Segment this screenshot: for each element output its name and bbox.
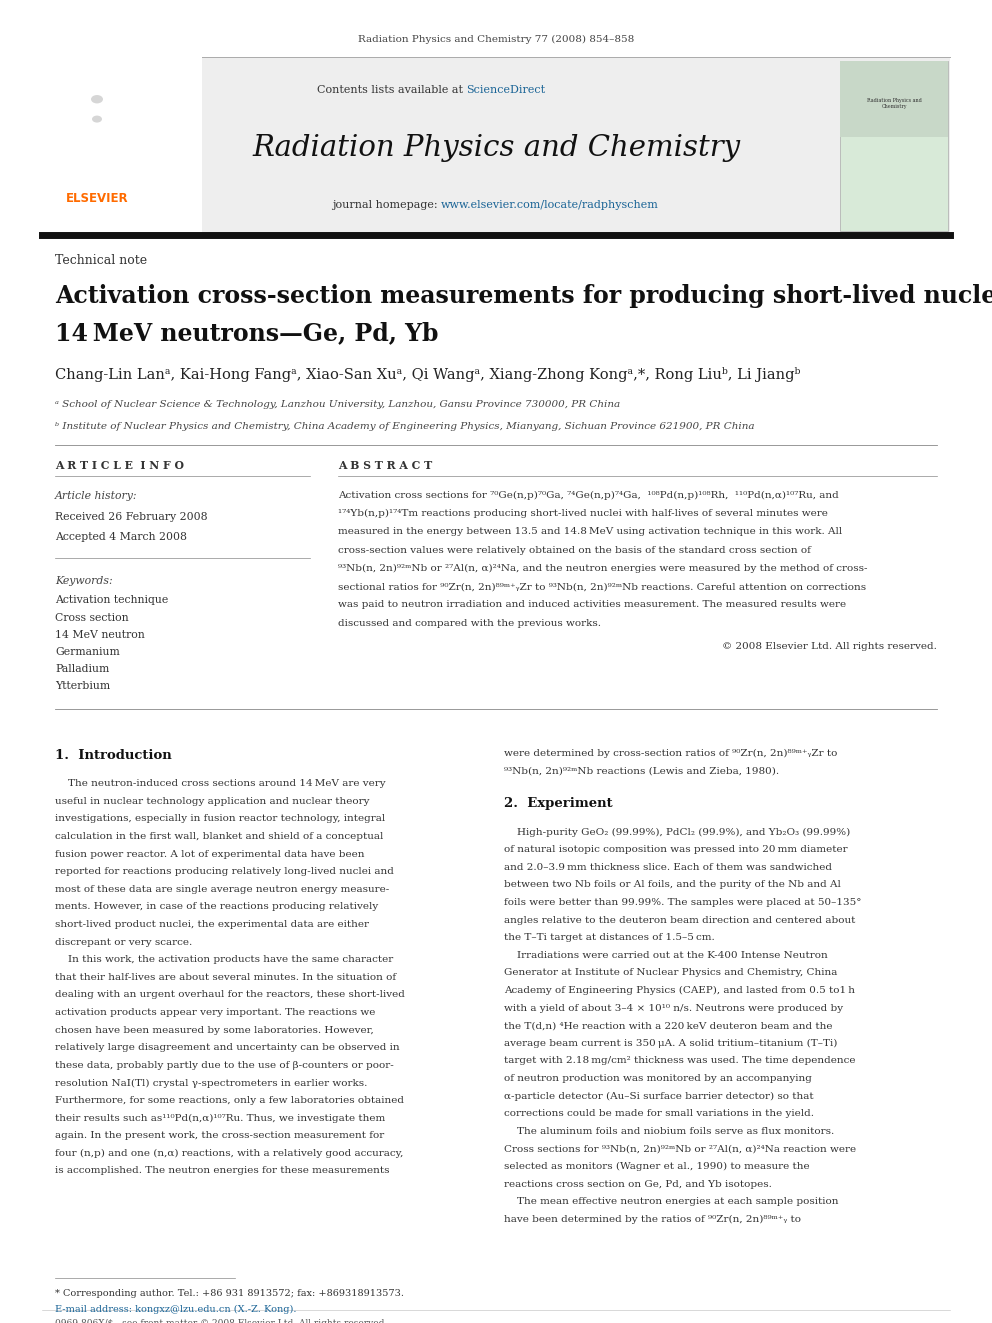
Text: cross-section values were relatively obtained on the basis of the standard cross: cross-section values were relatively obt… <box>337 545 810 554</box>
Text: ments. However, in case of the reactions producing relatively: ments. However, in case of the reactions… <box>55 902 378 912</box>
Text: relatively large disagreement and uncertainty can be observed in: relatively large disagreement and uncert… <box>55 1043 400 1052</box>
Text: have been determined by the ratios of ⁹⁰Zr(n, 2n)⁸⁹ᵐ⁺ᵧ to: have been determined by the ratios of ⁹⁰… <box>504 1215 801 1224</box>
Text: α-particle detector (Au–Si surface barrier detector) so that: α-particle detector (Au–Si surface barri… <box>504 1091 813 1101</box>
Text: High-purity GeO₂ (99.99%), PdCl₂ (99.9%), and Yb₂O₃ (99.99%): High-purity GeO₂ (99.99%), PdCl₂ (99.9%)… <box>504 828 850 836</box>
Text: journal homepage:: journal homepage: <box>332 200 441 210</box>
Text: investigations, especially in fusion reactor technology, integral: investigations, especially in fusion rea… <box>55 815 385 823</box>
Text: 2.  Experiment: 2. Experiment <box>504 798 613 810</box>
Text: 0969-806X/$ - see front matter © 2008 Elsevier Ltd. All rights reserved.: 0969-806X/$ - see front matter © 2008 El… <box>55 1319 387 1323</box>
Text: Contents lists available at: Contents lists available at <box>316 85 466 95</box>
Text: these data, probably partly due to the use of β-counters or poor-: these data, probably partly due to the u… <box>55 1061 394 1070</box>
Text: reported for reactions producing relatively long-lived nuclei and: reported for reactions producing relativ… <box>55 868 394 876</box>
Text: Radiation Physics and Chemistry 77 (2008) 854–858: Radiation Physics and Chemistry 77 (2008… <box>358 36 634 44</box>
Text: The neutron-induced cross sections around 14 MeV are very: The neutron-induced cross sections aroun… <box>55 779 386 789</box>
Text: www.elsevier.com/locate/radphyschem: www.elsevier.com/locate/radphyschem <box>441 200 659 210</box>
Text: between two Nb foils or Al foils, and the purity of the Nb and Al: between two Nb foils or Al foils, and th… <box>504 881 841 889</box>
Text: dealing with an urgent overhaul for the reactors, these short-lived: dealing with an urgent overhaul for the … <box>55 991 405 999</box>
Text: Received 26 February 2008: Received 26 February 2008 <box>55 512 207 523</box>
Text: calculation in the first wall, blanket and shield of a conceptual: calculation in the first wall, blanket a… <box>55 832 383 841</box>
Text: Keywords:: Keywords: <box>55 576 113 586</box>
Text: is accomplished. The neutron energies for these measurements: is accomplished. The neutron energies fo… <box>55 1167 390 1175</box>
Text: reactions cross section on Ge, Pd, and Yb isotopes.: reactions cross section on Ge, Pd, and Y… <box>504 1180 772 1188</box>
Text: Cross sections for ⁹³Nb(n, 2n)⁹²ᵐNb or ²⁷Al(n, α)²⁴Na reaction were: Cross sections for ⁹³Nb(n, 2n)⁹²ᵐNb or ²… <box>504 1144 856 1154</box>
Text: again. In the present work, the cross-section measurement for: again. In the present work, the cross-se… <box>55 1131 384 1140</box>
Bar <box>840 61 948 232</box>
Text: E-mail address: kongxz@lzu.edu.cn (X.-Z. Kong).: E-mail address: kongxz@lzu.edu.cn (X.-Z.… <box>55 1304 297 1314</box>
Bar <box>42 57 950 235</box>
Text: target with 2.18 mg/cm² thickness was used. The time dependence: target with 2.18 mg/cm² thickness was us… <box>504 1056 855 1065</box>
Text: © 2008 Elsevier Ltd. All rights reserved.: © 2008 Elsevier Ltd. All rights reserved… <box>722 642 937 651</box>
Bar <box>42 57 202 235</box>
Text: ScienceDirect: ScienceDirect <box>466 85 546 95</box>
Text: 14 MeV neutron: 14 MeV neutron <box>55 630 145 640</box>
Text: four (n,p) and one (n,α) reactions, with a relatively good accuracy,: four (n,p) and one (n,α) reactions, with… <box>55 1148 404 1158</box>
Text: Generator at Institute of Nuclear Physics and Chemistry, China: Generator at Institute of Nuclear Physic… <box>504 968 837 978</box>
Text: The mean effective neutron energies at each sample position: The mean effective neutron energies at e… <box>504 1197 838 1207</box>
Text: Activation technique: Activation technique <box>55 595 169 606</box>
Text: A B S T R A C T: A B S T R A C T <box>337 460 432 471</box>
Text: average beam current is 350 μA. A solid tritium–titanium (T–Ti): average beam current is 350 μA. A solid … <box>504 1039 837 1048</box>
Text: Accepted 4 March 2008: Accepted 4 March 2008 <box>55 532 187 542</box>
Text: Palladium: Palladium <box>55 664 109 675</box>
Text: discrepant or very scarce.: discrepant or very scarce. <box>55 938 192 947</box>
Text: Academy of Engineering Physics (CAEP), and lasted from 0.5 to1 h: Academy of Engineering Physics (CAEP), a… <box>504 986 855 995</box>
Text: Ytterbium: Ytterbium <box>55 681 110 692</box>
Text: ELSEVIER: ELSEVIER <box>65 192 128 205</box>
Text: Irradiations were carried out at the K-400 Intense Neutron: Irradiations were carried out at the K-4… <box>504 951 827 960</box>
Text: was paid to neutron irradiation and induced activities measurement. The measured: was paid to neutron irradiation and indu… <box>337 601 846 610</box>
Text: discussed and compared with the previous works.: discussed and compared with the previous… <box>337 619 600 627</box>
Text: that their half-lives are about several minutes. In the situation of: that their half-lives are about several … <box>55 972 396 982</box>
Text: corrections could be made for small variations in the yield.: corrections could be made for small vari… <box>504 1109 814 1118</box>
Text: ᵃ School of Nuclear Science & Technology, Lanzhou University, Lanzhou, Gansu Pro: ᵃ School of Nuclear Science & Technology… <box>55 401 620 409</box>
Text: fusion power reactor. A lot of experimental data have been: fusion power reactor. A lot of experimen… <box>55 849 364 859</box>
Text: ⁹³Nb(n, 2n)⁹²ᵐNb reactions (Lewis and Zieba, 1980).: ⁹³Nb(n, 2n)⁹²ᵐNb reactions (Lewis and Zi… <box>504 766 779 775</box>
Bar <box>840 61 948 138</box>
Text: chosen have been measured by some laboratories. However,: chosen have been measured by some labora… <box>55 1025 374 1035</box>
Text: and 2.0–3.9 mm thickness slice. Each of them was sandwiched: and 2.0–3.9 mm thickness slice. Each of … <box>504 863 832 872</box>
Text: their results such as¹¹⁰Pd(n,α)¹⁰⁷Ru. Thus, we investigate them: their results such as¹¹⁰Pd(n,α)¹⁰⁷Ru. Th… <box>55 1114 385 1123</box>
Text: Chang-Lin Lanᵃ, Kai-Hong Fangᵃ, Xiao-San Xuᵃ, Qi Wangᵃ, Xiang-Zhong Kongᵃ,*, Ron: Chang-Lin Lanᵃ, Kai-Hong Fangᵃ, Xiao-San… <box>55 366 801 382</box>
Text: ᵇ Institute of Nuclear Physics and Chemistry, China Academy of Engineering Physi: ᵇ Institute of Nuclear Physics and Chemi… <box>55 422 755 430</box>
Ellipse shape <box>91 95 103 103</box>
Text: useful in nuclear technology application and nuclear theory: useful in nuclear technology application… <box>55 796 369 806</box>
Text: Germanium: Germanium <box>55 647 120 658</box>
Text: foils were better than 99.99%. The samples were placed at 50–135°: foils were better than 99.99%. The sampl… <box>504 898 861 908</box>
Text: ⁹³Nb(n, 2n)⁹²ᵐNb or ²⁷Al(n, α)²⁴Na, and the neutron energies were measured by th: ⁹³Nb(n, 2n)⁹²ᵐNb or ²⁷Al(n, α)²⁴Na, and … <box>337 564 867 573</box>
Text: Radiation Physics and
Chemistry: Radiation Physics and Chemistry <box>867 98 922 108</box>
Text: Cross section: Cross section <box>55 613 129 623</box>
Text: * Corresponding author. Tel.: +86 931 8913572; fax: +869318913573.: * Corresponding author. Tel.: +86 931 89… <box>55 1289 404 1298</box>
Text: the T–Ti target at distances of 1.5–5 cm.: the T–Ti target at distances of 1.5–5 cm… <box>504 933 715 942</box>
Text: resolution NaI(Tl) crystal γ-spectrometers in earlier works.: resolution NaI(Tl) crystal γ-spectromete… <box>55 1078 367 1088</box>
Text: Radiation Physics and Chemistry: Radiation Physics and Chemistry <box>252 134 740 163</box>
Text: Activation cross sections for ⁷⁰Ge(n,p)⁷⁰Ga, ⁷⁴Ge(n,p)⁷⁴Ga,  ¹⁰⁸Pd(n,p)¹⁰⁸Rh,  ¹: Activation cross sections for ⁷⁰Ge(n,p)⁷… <box>337 491 838 500</box>
Ellipse shape <box>92 115 102 123</box>
Text: Furthermore, for some reactions, only a few laboratories obtained: Furthermore, for some reactions, only a … <box>55 1095 404 1105</box>
Text: Article history:: Article history: <box>55 491 138 501</box>
Text: The aluminum foils and niobium foils serve as flux monitors.: The aluminum foils and niobium foils ser… <box>504 1127 834 1136</box>
Text: were determined by cross-section ratios of ⁹⁰Zr(n, 2n)⁸⁹ᵐ⁺ᵧZr to: were determined by cross-section ratios … <box>504 749 837 758</box>
Text: activation products appear very important. The reactions we: activation products appear very importan… <box>55 1008 375 1017</box>
Text: Activation cross-section measurements for producing short-lived nuclei with: Activation cross-section measurements fo… <box>55 284 992 308</box>
Text: Technical note: Technical note <box>55 254 147 267</box>
Text: with a yield of about 3–4 × 10¹⁰ n/s. Neutrons were produced by: with a yield of about 3–4 × 10¹⁰ n/s. Ne… <box>504 1004 843 1012</box>
Text: short-lived product nuclei, the experimental data are either: short-lived product nuclei, the experime… <box>55 919 369 929</box>
Text: measured in the energy between 13.5 and 14.8 MeV using activation technique in t: measured in the energy between 13.5 and … <box>337 528 842 536</box>
Text: A R T I C L E  I N F O: A R T I C L E I N F O <box>55 460 184 471</box>
Text: In this work, the activation products have the same character: In this work, the activation products ha… <box>55 955 393 964</box>
Text: of natural isotopic composition was pressed into 20 mm diameter: of natural isotopic composition was pres… <box>504 845 847 855</box>
Text: 1.  Introduction: 1. Introduction <box>55 749 172 762</box>
Text: ¹⁷⁴Yb(n,p)¹⁷⁴Tm reactions producing short-lived nuclei with half-lives of severa: ¹⁷⁴Yb(n,p)¹⁷⁴Tm reactions producing shor… <box>337 509 827 519</box>
Text: the T(d,n) ⁴He reaction with a 220 keV deuteron beam and the: the T(d,n) ⁴He reaction with a 220 keV d… <box>504 1021 832 1031</box>
Text: angles relative to the deuteron beam direction and centered about: angles relative to the deuteron beam dir… <box>504 916 855 925</box>
Text: sectional ratios for ⁹⁰Zr(n, 2n)⁸⁹ᵐ⁺ᵧZr to ⁹³Nb(n, 2n)⁹²ᵐNb reactions. Careful a: sectional ratios for ⁹⁰Zr(n, 2n)⁸⁹ᵐ⁺ᵧZr … <box>337 582 866 591</box>
Text: of neutron production was monitored by an accompanying: of neutron production was monitored by a… <box>504 1074 811 1084</box>
Text: most of these data are single average neutron energy measure-: most of these data are single average ne… <box>55 885 389 894</box>
Text: 14 MeV neutrons—Ge, Pd, Yb: 14 MeV neutrons—Ge, Pd, Yb <box>55 321 438 345</box>
Text: selected as monitors (Wagner et al., 1990) to measure the: selected as monitors (Wagner et al., 199… <box>504 1162 809 1171</box>
